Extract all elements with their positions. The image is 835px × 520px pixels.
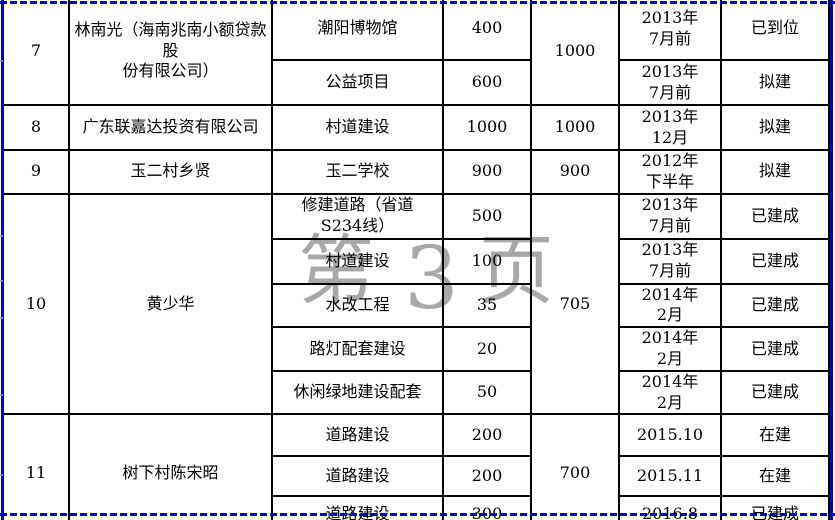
table-row: 8 广东联嘉达投资有限公司 村道建设 1000 1000 2013年 12月 拟… [2, 104, 830, 151]
date-cell: 2015.11 [618, 455, 722, 498]
date-cell: 2013年 7月前 [618, 0, 722, 61]
project-cell: 道路建设 [271, 495, 444, 520]
page-break-dashed-line-bottom [0, 513, 835, 516]
amount-cell: 50 [442, 369, 532, 416]
amount-cell: 20 [442, 326, 532, 372]
donor-cell: 玉二村乡贤 [68, 149, 273, 195]
total-cell: 705 [530, 192, 620, 416]
amount-cell: 600 [442, 59, 532, 106]
table-row: 道路建设 200 2015.11 在建 [3, 455, 830, 498]
date-cell: 2013年 12月 [618, 104, 722, 151]
project-cell: 修建道路（省道 S234线） [271, 192, 444, 240]
amount-cell: 500 [442, 192, 532, 240]
table-row: 路灯配套建设 20 2014年 2月 已建成 [3, 326, 830, 372]
table-row: 公益项目 600 2013年 7月前 拟建 [3, 59, 830, 106]
margin-tick [0, 280, 3, 282]
table-row: 水改工程 35 2014年 2月 已建成 [3, 282, 830, 329]
amount-cell: 300 [442, 495, 532, 520]
status-cell: 拟建 [720, 149, 830, 195]
status-cell: 已建成 [720, 369, 830, 416]
status-cell: 拟建 [720, 104, 830, 151]
project-cell: 潮阳博物馆 [271, 0, 444, 61]
project-cell: 村道建设 [271, 237, 444, 285]
date-cell: 2013年 7月前 [618, 192, 722, 240]
margin-tick [0, 60, 3, 62]
amount-cell: 1000 [442, 104, 532, 151]
total-cell: 1000 [530, 104, 620, 151]
print-area-edge-right [830, 0, 833, 520]
amount-cell: 400 [442, 0, 532, 61]
serial-cell: 9 [2, 149, 70, 195]
margin-tick [0, 474, 3, 476]
status-cell: 已到位 [720, 0, 830, 61]
donor-cell: 林南光（海南兆南小额贷款股 份有限公司） [68, 0, 273, 106]
status-cell: 已建成 [720, 282, 830, 329]
date-cell: 2014年 2月 [618, 369, 722, 416]
serial-cell: 10 [2, 192, 70, 416]
date-cell: 2013年 7月前 [618, 59, 722, 106]
donor-cell: 黄少华 [68, 192, 273, 416]
status-cell: 已建成 [720, 192, 830, 240]
status-cell: 拟建 [720, 59, 830, 106]
amount-cell: 200 [442, 455, 532, 498]
page-break-dashed-line-top [0, 1, 835, 4]
status-cell: 已建成 [720, 326, 830, 372]
donor-cell: 树下村陈宋昭 [68, 413, 273, 520]
amount-cell: 200 [442, 413, 532, 458]
status-cell: 在建 [720, 413, 830, 458]
table-row: 11 树下村陈宋昭 道路建设 200 700 2015.10 在建 [2, 413, 830, 520]
date-cell: 2013年 7月前 [618, 237, 722, 285]
margin-tick [0, 235, 3, 237]
date-cell: 2014年 2月 [618, 282, 722, 329]
total-cell: 1000 [530, 0, 620, 106]
project-cell: 水改工程 [271, 282, 444, 329]
project-cell: 道路建设 [271, 413, 444, 458]
project-cell: 玉二学校 [271, 149, 444, 195]
project-cell: 道路建设 [271, 455, 444, 498]
table-row: 村道建设 100 2013年 7月前 已建成 [3, 237, 830, 285]
serial-cell: 8 [2, 104, 70, 151]
total-cell: 900 [530, 149, 620, 195]
margin-tick [0, 317, 3, 319]
total-cell: 700 [530, 413, 620, 520]
amount-cell: 35 [442, 282, 532, 329]
margin-tick [0, 394, 3, 396]
project-cell: 休闲绿地建设配套 [271, 369, 444, 416]
table-row: 10 黄少华 修建道路（省道 S234线） 500 705 2013年 7月前 … [2, 192, 830, 416]
donor-cell: 广东联嘉达投资有限公司 [68, 104, 273, 151]
project-cell: 公益项目 [271, 59, 444, 106]
project-cell: 村道建设 [271, 104, 444, 151]
print-area-edge-left [1, 0, 4, 520]
status-cell: 在建 [720, 455, 830, 498]
status-cell: 已建成 [720, 237, 830, 285]
amount-cell: 900 [442, 149, 532, 195]
date-cell: 2012年 下半年 [618, 149, 722, 195]
date-cell: 2015.10 [618, 413, 722, 458]
date-cell: 2014年 2月 [618, 326, 722, 372]
table-row: 休闲绿地建设配套 50 2014年 2月 已建成 [3, 369, 830, 416]
table-row: 9 玉二村乡贤 玉二学校 900 900 2012年 下半年 拟建 [2, 149, 830, 195]
date-cell: 2016.8 [618, 495, 722, 520]
amount-cell: 100 [442, 237, 532, 285]
serial-cell: 11 [2, 413, 70, 520]
status-cell: 已建成 [720, 495, 830, 520]
table-row: 7 林南光（海南兆南小额贷款股 份有限公司） 潮阳博物馆 400 1000 20… [2, 0, 830, 106]
project-cell: 路灯配套建设 [271, 326, 444, 372]
serial-cell: 7 [2, 0, 70, 106]
